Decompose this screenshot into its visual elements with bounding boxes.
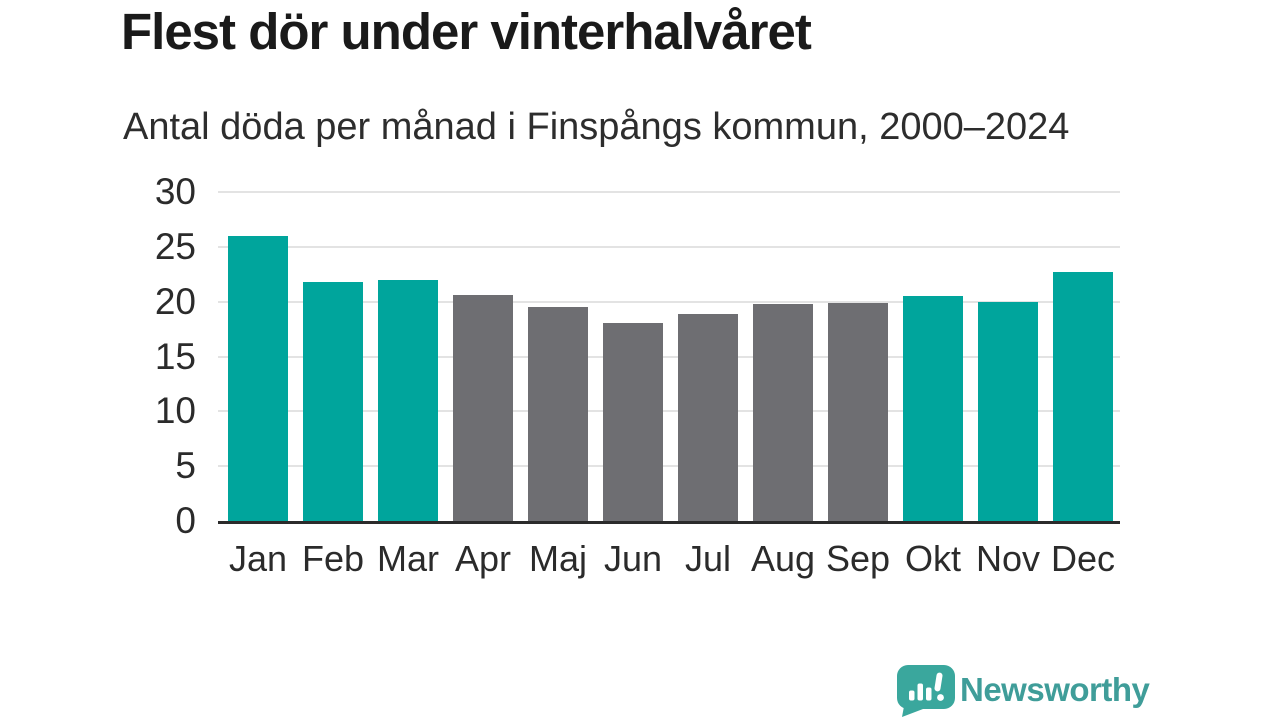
x-label-maj: Maj: [528, 538, 588, 579]
bar-dec: [1053, 272, 1113, 521]
x-label-mar: Mar: [377, 538, 439, 579]
chart-subtitle: Antal döda per månad i Finspångs kommun,…: [123, 106, 1070, 148]
x-label-jun: Jun: [603, 538, 663, 579]
y-tick-label-30: 30: [154, 171, 196, 212]
bar-apr: [453, 295, 513, 521]
x-label-feb: Feb: [301, 538, 365, 579]
plot-area: [218, 191, 1120, 524]
gridline-15: [218, 355, 1120, 358]
bar-jan: [228, 235, 288, 521]
gridline-10: [218, 410, 1120, 413]
gridline-25: [218, 245, 1120, 248]
newsworthy-logo-icon: [897, 665, 955, 717]
bar-nov: [978, 301, 1038, 521]
brand-footer: Newsworthy: [897, 665, 1150, 718]
bar-jul: [678, 313, 738, 521]
gridline-30: [218, 191, 1120, 193]
bar-feb: [303, 281, 363, 521]
bar-aug: [753, 303, 813, 521]
x-label-aug: Aug: [750, 538, 816, 579]
y-axis-tick-labels: 0 5 10 15 20 25 30: [40, 173, 196, 540]
x-label-okt: Okt: [904, 538, 962, 579]
chart-title: Flest dör under vinterhalvåret: [121, 3, 812, 60]
y-tick-label-20: 20: [154, 280, 196, 322]
bar-okt: [903, 296, 963, 521]
x-label-nov: Nov: [975, 538, 1041, 579]
x-label-jan: Jan: [228, 538, 288, 579]
brand-name: Newsworthy: [960, 670, 1150, 708]
x-label-apr: Apr: [454, 538, 512, 579]
x-axis-month-labels: Jan Feb Mar Apr Maj Jun Jul Aug Sep Okt Nov Dec: [218, 538, 1120, 582]
gridline-20: [218, 300, 1120, 303]
y-tick-label-15: 15: [154, 335, 196, 377]
bar-maj: [528, 307, 588, 521]
x-label-jul: Jul: [684, 538, 732, 579]
y-tick-label-10: 10: [154, 390, 196, 432]
bar-sep: [828, 302, 888, 521]
y-tick-label-0: 0: [175, 500, 196, 541]
y-tick-label-25: 25: [154, 225, 196, 267]
bar-jun: [603, 322, 663, 521]
x-label-dec: Dec: [1050, 538, 1116, 579]
x-label-sep: Sep: [825, 538, 891, 579]
bar-mar: [378, 279, 438, 521]
y-tick-label-5: 5: [175, 445, 196, 487]
gridline-5: [218, 465, 1120, 468]
